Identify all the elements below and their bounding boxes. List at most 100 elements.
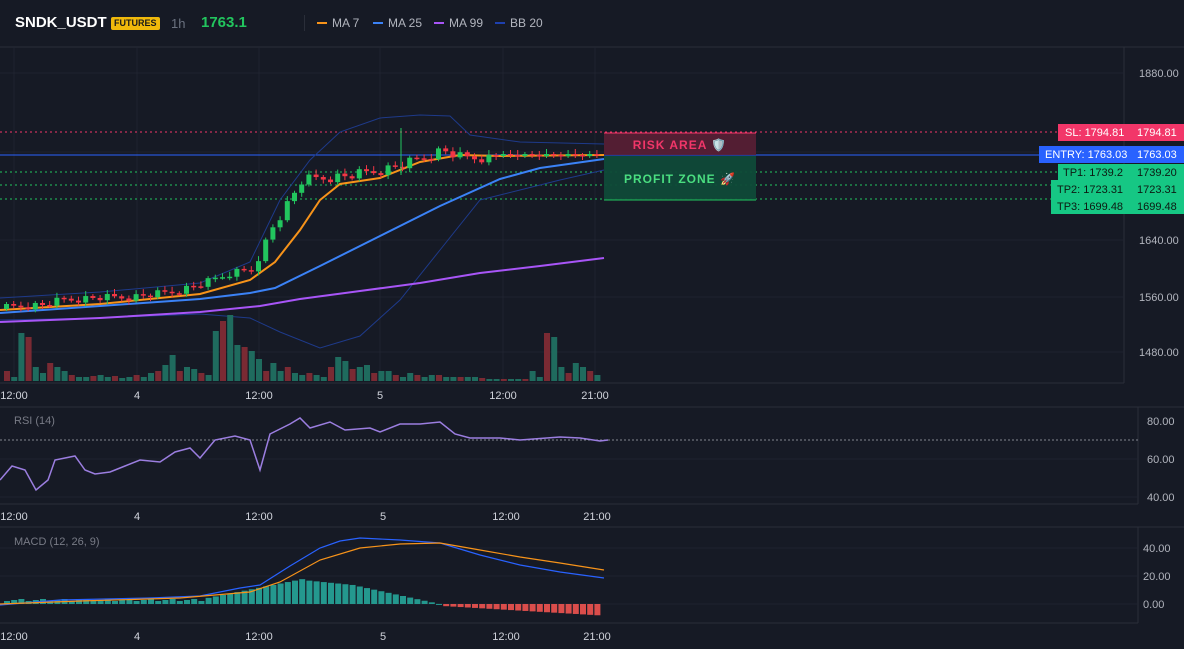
- volume-bar: [508, 379, 514, 381]
- price-axis[interactable]: 1880.00 1640.00 1560.00 1480.00: [1139, 68, 1179, 359]
- volume-bar: [457, 377, 464, 381]
- macd-hist-bar: [328, 582, 334, 604]
- legend-bb20[interactable]: BB 20: [495, 16, 543, 30]
- macd-hist-bar: [205, 597, 212, 604]
- macd-hist-bar: [544, 604, 550, 613]
- candle-body: [198, 286, 204, 288]
- candle-body: [536, 155, 542, 157]
- risk-area-zone[interactable]: [604, 133, 756, 155]
- macd-gridlines: [0, 547, 1138, 605]
- macd-hist-bar: [263, 586, 270, 604]
- volume-bar: [148, 373, 154, 381]
- ma99-line: [0, 257, 605, 323]
- legend-ma7[interactable]: MA 7: [317, 16, 359, 30]
- candle-body: [47, 305, 53, 307]
- rsi-title: RSI (14): [14, 415, 55, 427]
- macd-hist-bar: [421, 600, 428, 604]
- macd-hist-bar: [580, 604, 586, 615]
- volume-bar: [18, 333, 25, 381]
- time-tick: 21:00: [581, 390, 609, 402]
- candle-body: [551, 154, 557, 156]
- candle-body: [472, 156, 477, 160]
- macd-hist-bar: [241, 590, 248, 604]
- macd-hist-bar: [191, 599, 198, 604]
- candle-body: [335, 173, 341, 183]
- time-axis-rsi: 12:00 4 12:00 5 12:00 21:00: [0, 511, 611, 523]
- legend-ma25[interactable]: MA 25: [373, 16, 422, 30]
- time-axis-main[interactable]: 12:00 4 12:00 5 12:00 21:00: [0, 390, 609, 402]
- rsi-tick: 80.00: [1147, 416, 1175, 428]
- macd-hist-bar: [335, 583, 342, 604]
- candle-body: [212, 277, 218, 280]
- macd-hist-bar: [378, 591, 385, 604]
- volume-bar: [25, 337, 32, 381]
- volume-bar: [133, 375, 140, 381]
- macd-hist-bar: [198, 601, 205, 604]
- tp-label-group: TP1: 1739.2 1739.20 TP2: 1723.31 1723.31…: [1051, 164, 1184, 214]
- profit-zone[interactable]: [604, 156, 756, 200]
- candle-body: [457, 152, 463, 158]
- candlesticks[interactable]: [4, 128, 600, 313]
- volume-bar: [450, 377, 457, 381]
- volume-bar: [428, 375, 435, 381]
- symbol-name[interactable]: SNDK_USDT: [15, 14, 107, 31]
- volume-bar: [292, 373, 298, 381]
- bb-lower-band: [0, 169, 605, 349]
- risk-area-label: RISK AREA 🛡️: [633, 138, 727, 152]
- time-tick: 12:00: [0, 631, 28, 643]
- candle-body: [594, 154, 600, 156]
- timeframe-label[interactable]: 1h: [171, 16, 186, 31]
- volume-bar: [536, 377, 543, 381]
- entry-axis-value: 1763.03: [1137, 149, 1177, 161]
- candle-body: [342, 173, 348, 177]
- macd-signal-line: [0, 542, 605, 605]
- time-tick: 12:00: [0, 511, 28, 523]
- macd-hist-bar: [248, 589, 255, 604]
- volume-bar: [212, 331, 219, 381]
- macd-hist-bar: [594, 604, 601, 616]
- macd-hist-bar: [220, 595, 226, 604]
- macd-hist-bar: [515, 604, 522, 611]
- volume-bar: [270, 363, 277, 381]
- volume-bar: [320, 377, 327, 381]
- candle-body: [11, 304, 17, 306]
- volume-bar: [191, 369, 198, 381]
- legend-ma99[interactable]: MA 99: [434, 16, 483, 30]
- macd-hist-bar: [443, 604, 450, 607]
- candle-body: [4, 304, 9, 309]
- volume-bar: [140, 377, 147, 381]
- macd-hist-bar: [68, 601, 75, 604]
- time-tick: 12:00: [245, 390, 273, 402]
- macd-histogram: [4, 579, 601, 616]
- macd-hist-bar: [536, 604, 543, 612]
- candle-body: [407, 157, 413, 169]
- macd-hist-bar: [299, 579, 306, 604]
- macd-tick: 20.00: [1143, 571, 1171, 583]
- header-divider: [304, 15, 305, 31]
- rsi-tick: 40.00: [1147, 492, 1175, 504]
- volume-bar: [256, 359, 262, 381]
- macd-hist-bar: [306, 580, 313, 604]
- volume-bar: [306, 373, 313, 381]
- volume-bar: [155, 371, 162, 381]
- macd-hist-bar: [184, 600, 190, 604]
- legend-ma25-label: MA 25: [388, 16, 423, 30]
- candle-body: [227, 276, 233, 279]
- macd-hist-bar: [104, 599, 111, 604]
- candle-body: [299, 184, 305, 193]
- candle-body: [349, 176, 355, 179]
- macd-hist-bar: [436, 603, 442, 605]
- macd-hist-bar: [83, 599, 90, 604]
- volume-bar: [407, 373, 414, 381]
- tp1-axis-value: 1739.20: [1137, 167, 1177, 179]
- volume-bar: [299, 375, 306, 381]
- volume-bar: [284, 367, 291, 381]
- macd-lines: [0, 537, 605, 606]
- macd-hist-bar: [356, 586, 363, 604]
- volume-bar: [40, 373, 46, 381]
- volume-bar: [500, 379, 507, 381]
- entry-label: ENTRY: 1763.03: [1045, 149, 1127, 161]
- volume-bar: [436, 375, 442, 381]
- macd-hist-bar: [464, 604, 471, 608]
